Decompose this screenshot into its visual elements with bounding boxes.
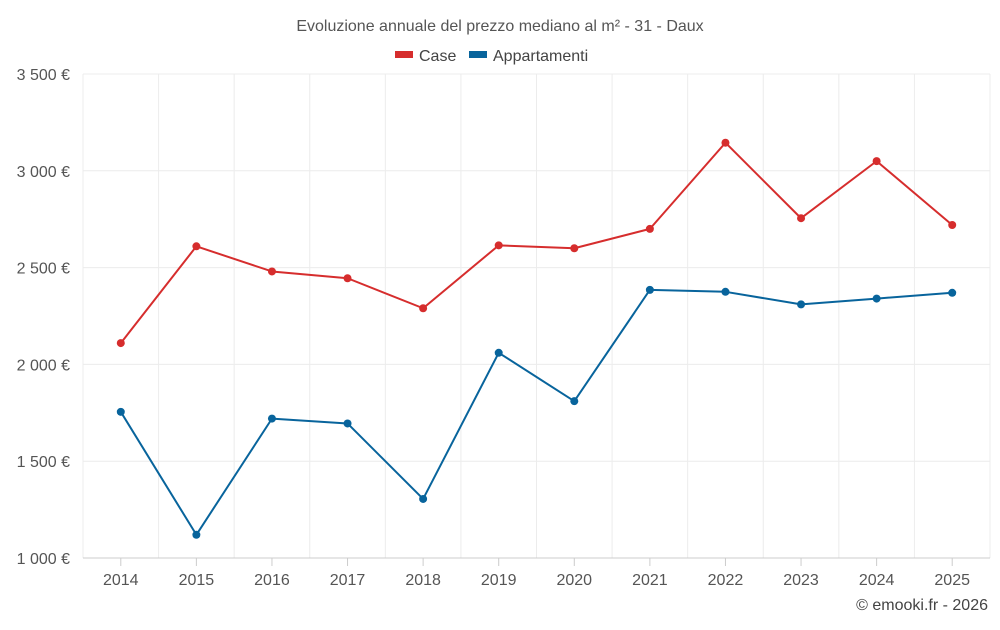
data-point-appartamenti[interactable] [192, 530, 201, 539]
data-point-case[interactable] [192, 242, 201, 251]
series-line-appartamenti [119, 288, 953, 536]
x-tick-label: 2020 [556, 572, 592, 589]
data-point-case[interactable] [494, 241, 503, 250]
data-point-case[interactable] [948, 221, 957, 230]
data-point-appartamenti[interactable] [948, 288, 957, 297]
x-tick-label: 2016 [254, 572, 290, 589]
data-point-appartamenti[interactable] [267, 414, 276, 423]
legend-item-case[interactable]: Case [395, 48, 456, 65]
data-point-appartamenti[interactable] [645, 285, 654, 294]
x-tick-label: 2023 [783, 572, 819, 589]
data-point-appartamenti[interactable] [570, 397, 579, 406]
data-point-case[interactable] [419, 304, 428, 313]
series-line-case [120, 141, 953, 344]
x-tick-label: 2019 [481, 572, 517, 589]
y-tick-label: 1 000 € [17, 551, 70, 568]
y-tick-label: 1 500 € [17, 454, 70, 471]
data-point-appartamenti[interactable] [419, 494, 428, 503]
series-case [116, 138, 957, 348]
x-tick-label: 2018 [405, 572, 441, 589]
data-point-case[interactable] [872, 157, 881, 166]
x-tick-label: 2021 [632, 572, 668, 589]
legend-label-appartamenti: Appartamenti [493, 48, 588, 65]
legend-label-case: Case [419, 48, 456, 65]
data-point-case[interactable] [797, 214, 806, 223]
data-point-case[interactable] [116, 339, 125, 348]
y-tick-label: 3 000 € [17, 164, 70, 181]
chart-title: Evoluzione annuale del prezzo mediano al… [296, 18, 703, 35]
y-tick-label: 2 500 € [17, 261, 70, 278]
x-tick-label: 2014 [103, 572, 139, 589]
data-point-case[interactable] [721, 138, 730, 147]
data-point-appartamenti[interactable] [494, 348, 503, 357]
x-tick-label: 2017 [330, 572, 366, 589]
grid [82, 73, 991, 558]
x-tick-label: 2025 [934, 572, 970, 589]
y-tick-label: 3 500 € [17, 67, 70, 84]
legend-swatch-appartamenti [469, 51, 487, 58]
x-tick-label: 2022 [708, 572, 744, 589]
data-point-appartamenti[interactable] [721, 287, 730, 296]
legend-item-appartamenti[interactable]: Appartamenti [469, 48, 588, 65]
series-appartamenti [116, 285, 957, 539]
data-point-case[interactable] [343, 274, 352, 283]
data-point-appartamenti[interactable] [797, 300, 806, 309]
legend: Case Appartamenti [395, 48, 588, 65]
data-point-case[interactable] [645, 224, 654, 233]
legend-swatch-case [395, 51, 413, 58]
data-point-case[interactable] [570, 244, 579, 253]
data-point-appartamenti[interactable] [872, 294, 881, 303]
x-tick-label: 2024 [859, 572, 895, 589]
data-point-case[interactable] [267, 267, 276, 276]
data-point-appartamenti[interactable] [116, 407, 125, 416]
x-tick-label: 2015 [179, 572, 215, 589]
y-tick-label: 2 000 € [17, 357, 70, 374]
data-point-appartamenti[interactable] [343, 419, 352, 428]
axes: 1 000 € 1 500 € 2 000 € 2 500 € 3 000 € 3 500… [17, 67, 990, 589]
credit-text: © emooki.fr - 2026 [856, 597, 988, 614]
series [116, 138, 957, 539]
